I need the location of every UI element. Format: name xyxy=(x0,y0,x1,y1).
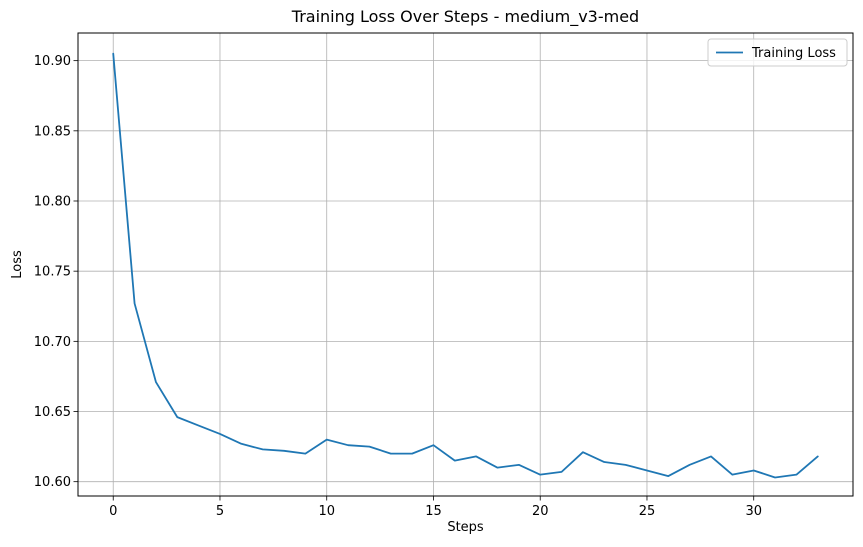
plot-frame xyxy=(77,32,854,497)
legend-label: Training Loss xyxy=(751,46,836,61)
y-axis-label: Loss xyxy=(10,250,25,279)
y-tick-label: 10.90 xyxy=(34,54,71,69)
x-axis-ticks: 0 5 10 15 20 25 30 xyxy=(109,496,762,519)
x-tick-label: 25 xyxy=(639,504,656,519)
y-tick-label: 10.60 xyxy=(34,475,71,490)
x-axis-label: Steps xyxy=(447,520,484,535)
plot-lines xyxy=(112,52,819,479)
x-tick-label: 5 xyxy=(216,504,224,519)
legend-box xyxy=(707,38,848,67)
series-line-training-loss xyxy=(112,52,819,479)
y-tick-label: 10.85 xyxy=(34,124,71,139)
legend: Training Loss xyxy=(707,38,848,67)
y-tick-label: 10.70 xyxy=(34,335,71,350)
y-tick-label: 10.65 xyxy=(34,405,71,420)
y-tick-label: 10.75 xyxy=(34,265,71,280)
x-tick-label: 20 xyxy=(532,504,549,519)
y-axis-ticks: 10.60 10.65 10.70 10.75 10.80 10.85 10.90 xyxy=(34,54,78,490)
x-tick-label: 15 xyxy=(425,504,442,519)
y-tick-label: 10.80 xyxy=(34,194,71,209)
x-tick-label: 0 xyxy=(109,504,117,519)
chart-title: Training Loss Over Steps - medium_v3-med xyxy=(291,7,639,27)
x-tick-label: 10 xyxy=(318,504,335,519)
x-tick-label: 30 xyxy=(745,504,762,519)
